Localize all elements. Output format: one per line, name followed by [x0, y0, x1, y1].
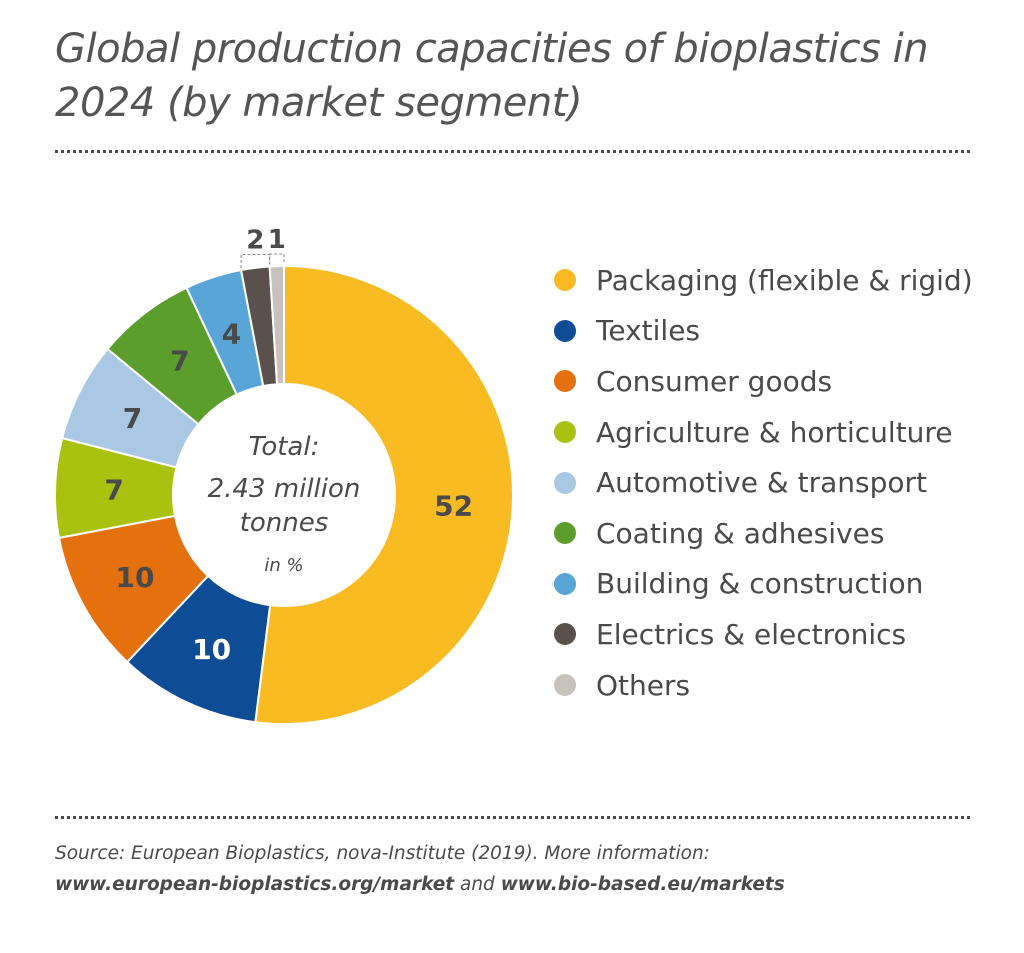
value-label-textiles: 10 — [192, 633, 231, 666]
value-label-others: 1 — [268, 225, 286, 255]
legend-item-others: Others — [554, 660, 973, 711]
slice-others — [268, 264, 285, 386]
legend-label: Automotive & transport — [596, 466, 927, 500]
value-label-coating-adhesives: 7 — [170, 345, 189, 378]
legend-swatch — [554, 674, 576, 697]
source-link-bio-based[interactable]: www.bio-based.eu/markets — [500, 874, 785, 895]
legend-item-coating-adhesives: Coating & adhesives — [554, 508, 973, 559]
callout-bracket-electrics-electronics — [240, 253, 271, 269]
legend-label: Consumer goods — [596, 364, 833, 398]
legend-label: Building & construction — [596, 567, 924, 601]
legend-item-building-construction: Building & construction — [554, 559, 973, 610]
legend-label: Packaging (flexible & rigid) — [596, 263, 973, 297]
center-percent-note: in % — [264, 555, 303, 576]
legend-swatch — [554, 370, 576, 393]
value-label-consumer-goods: 10 — [116, 561, 155, 594]
chart-title: Global production capacities of bioplast… — [55, 26, 929, 126]
legend-swatch — [554, 623, 576, 646]
legend-label: Agriculture & horticulture — [596, 415, 953, 449]
slice-packaging-flexible-rigid — [254, 264, 514, 725]
legend-label: Coating & adhesives — [596, 516, 885, 550]
bottom-dotted-divider — [55, 816, 970, 819]
callout-bracket-others — [269, 253, 285, 265]
legend-item-automotive-transport: Automotive & transport — [554, 457, 973, 508]
donut-slices — [54, 264, 514, 725]
legend-swatch — [554, 319, 576, 342]
legend-label: Others — [596, 668, 691, 702]
legend-label: Textiles — [596, 314, 701, 348]
legend-item-agriculture-horticulture: Agriculture & horticulture — [554, 407, 973, 458]
legend-item-electrics-electronics: Electrics & electronics — [554, 609, 973, 660]
value-label-electrics-electronics: 2 — [246, 225, 264, 255]
top-dotted-divider — [55, 150, 970, 153]
source-note: Source: European Bioplastics, nova-Insti… — [55, 838, 785, 900]
legend-swatch — [554, 471, 576, 494]
legend-swatch — [554, 572, 576, 595]
legend-item-textiles: Textiles — [554, 306, 973, 357]
legend-swatch — [554, 269, 576, 292]
value-label-building-construction: 4 — [222, 317, 241, 350]
center-total-unit: tonnes — [240, 508, 329, 538]
center-total-value: 2.43 million — [208, 474, 361, 504]
legend-item-consumer-goods: Consumer goods — [554, 356, 973, 407]
legend-swatch — [554, 522, 576, 545]
value-label-agriculture-horticulture: 7 — [104, 474, 123, 507]
legend-label: Electrics & electronics — [596, 617, 907, 651]
source-text: Source: European Bioplastics, nova-Insti… — [55, 843, 710, 864]
center-total-label: Total: — [249, 432, 320, 462]
legend-item-packaging-flexible-rigid: Packaging (flexible & rigid) — [554, 255, 973, 306]
legend-swatch — [554, 421, 576, 444]
source-joiner: and — [460, 874, 495, 895]
value-label-automotive-transport: 7 — [123, 402, 142, 435]
source-link-european-bioplastics[interactable]: www.european-bioplastics.org/market — [55, 874, 455, 895]
value-label-packaging-flexible-rigid: 52 — [434, 490, 473, 523]
chart-legend: Packaging (flexible & rigid) Textiles Cons… — [554, 255, 973, 710]
